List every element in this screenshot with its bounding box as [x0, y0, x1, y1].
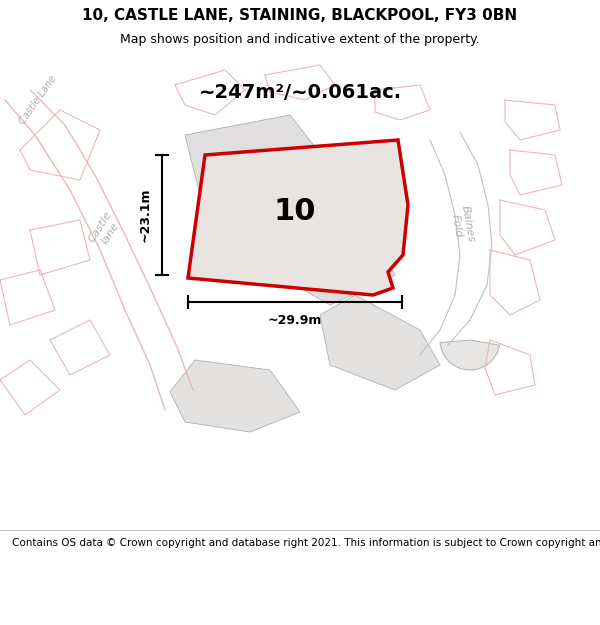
Text: Castle Lane: Castle Lane [17, 74, 58, 126]
Text: ~23.1m: ~23.1m [139, 188, 151, 242]
Polygon shape [320, 295, 440, 390]
Text: Baines
Fold: Baines Fold [448, 205, 476, 245]
Polygon shape [188, 140, 408, 295]
Wedge shape [440, 340, 500, 370]
Text: Castle
lane: Castle lane [86, 209, 124, 251]
Text: 10, CASTLE LANE, STAINING, BLACKPOOL, FY3 0BN: 10, CASTLE LANE, STAINING, BLACKPOOL, FY… [82, 8, 518, 23]
Polygon shape [170, 360, 300, 432]
Text: Contains OS data © Crown copyright and database right 2021. This information is : Contains OS data © Crown copyright and d… [12, 538, 600, 548]
Text: 10: 10 [274, 198, 316, 226]
Polygon shape [185, 115, 395, 305]
Text: ~29.9m: ~29.9m [268, 314, 322, 326]
Text: ~247m²/~0.061ac.: ~247m²/~0.061ac. [199, 84, 401, 102]
Text: Map shows position and indicative extent of the property.: Map shows position and indicative extent… [120, 33, 480, 46]
